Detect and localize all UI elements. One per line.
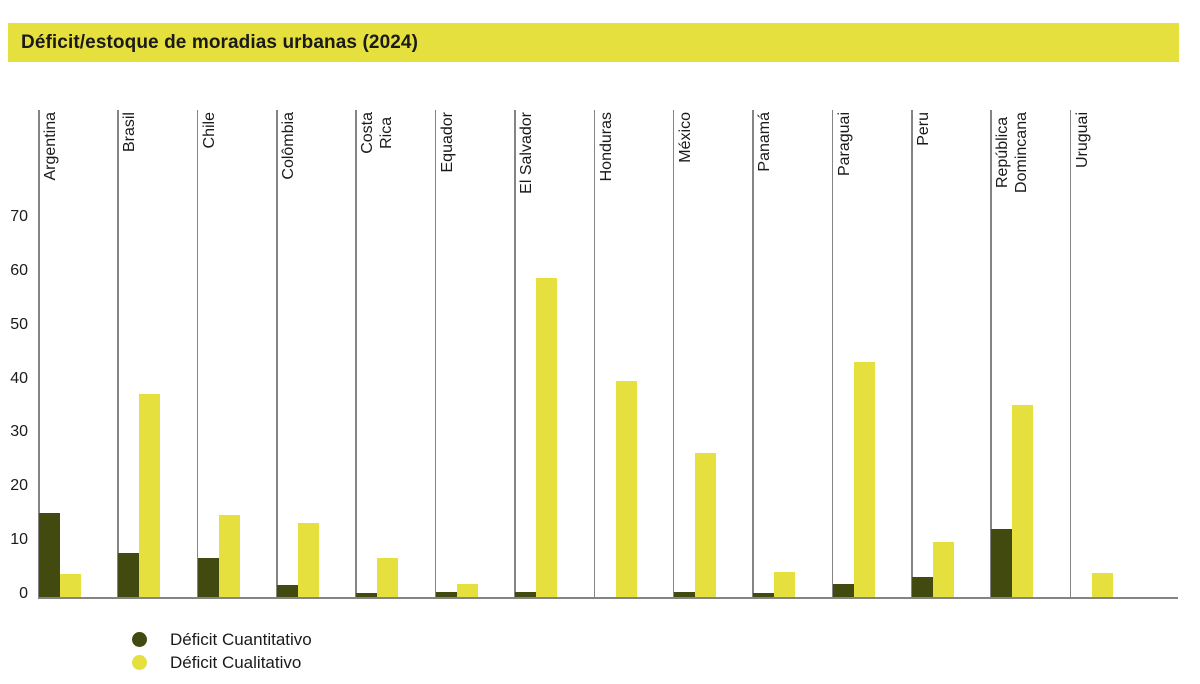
category-separator-line (990, 110, 992, 598)
country-label: México (676, 112, 694, 163)
category-separator-line (355, 110, 357, 598)
category-separator-line (831, 110, 834, 598)
country-label: Paraguai (835, 112, 853, 177)
bar-quantitative (673, 591, 695, 598)
category-separator-line (196, 110, 199, 598)
category-separator-line (117, 110, 119, 598)
category-separator-line (38, 110, 40, 598)
country-label: Colômbia (280, 112, 298, 180)
y-tick-label: 0 (19, 585, 28, 602)
bar-qualitative (60, 574, 81, 598)
bar-quantitative (912, 577, 934, 598)
country-label: Panamá (756, 112, 774, 172)
y-tick-label: 50 (10, 315, 28, 333)
bar-qualitative (377, 558, 399, 598)
bar-quantitative (118, 552, 140, 598)
category-separator-line (514, 110, 516, 598)
country-label: Chile (200, 112, 218, 149)
bar-qualitative (139, 394, 161, 598)
chart-title: Déficit/estoque de moradias urbanas (202… (21, 31, 418, 53)
bar-quantitative (991, 528, 1013, 598)
category-separator-line (752, 110, 754, 598)
bar-quantitative (435, 592, 457, 598)
category-separator-line (434, 110, 437, 598)
bar-qualitative (933, 542, 955, 598)
bar-quantitative (832, 583, 854, 598)
bar-qualitative (694, 453, 716, 598)
country-label: Uruguai (1073, 112, 1091, 169)
bar-quantitative (356, 593, 378, 598)
legend-swatch-icon (132, 655, 147, 670)
x-axis-baseline (38, 597, 1178, 599)
legend-label: Déficit Cuantitativo (170, 629, 312, 649)
bar-qualitative (218, 515, 240, 598)
bar-quantitative (515, 591, 537, 598)
bar-quantitative (39, 512, 60, 598)
y-tick-label: 70 (10, 207, 28, 225)
bar-qualitative (615, 380, 637, 598)
bar-qualitative (536, 278, 558, 598)
country-label: Equador (438, 112, 456, 173)
y-tick-label: 30 (10, 423, 28, 441)
y-tick-label: 40 (10, 369, 28, 387)
country-label: República Domincana (994, 112, 1031, 193)
bar-quantitative (753, 593, 775, 598)
y-tick-label: 10 (10, 531, 28, 549)
bar-qualitative (1012, 404, 1034, 598)
legend-swatch-icon (132, 632, 147, 647)
y-tick-label: 20 (10, 477, 28, 495)
category-separator-line (672, 110, 675, 598)
bar-qualitative (774, 571, 796, 598)
legend-label: Déficit Cualitativo (170, 652, 302, 672)
bar-qualitative (1091, 572, 1113, 598)
title-bar: Déficit/estoque de moradias urbanas (202… (8, 23, 1179, 62)
bar-quantitative (277, 585, 299, 598)
country-label: Honduras (597, 112, 615, 182)
legend-row: Déficit Cuantitativo (132, 628, 312, 651)
country-label: Argentina (42, 112, 59, 181)
legend-row: Déficit Cualitativo (132, 651, 312, 674)
bar-qualitative (298, 523, 320, 598)
country-label: Costa Rica (359, 112, 396, 154)
country-label: El Salvador (518, 112, 536, 194)
y-tick-label: 60 (10, 261, 28, 279)
legend: Déficit Cuantitativo Déficit Cualitativo (132, 628, 312, 674)
bar-qualitative (853, 361, 875, 598)
bar-qualitative (456, 584, 478, 598)
bar-quantitative (197, 558, 219, 598)
category-separator-line (1069, 110, 1072, 598)
category-separator-line (911, 110, 913, 598)
country-label: Peru (915, 112, 933, 146)
category-separator-line (276, 110, 278, 598)
category-separator-line (593, 110, 596, 598)
country-label: Brasil (121, 112, 139, 153)
